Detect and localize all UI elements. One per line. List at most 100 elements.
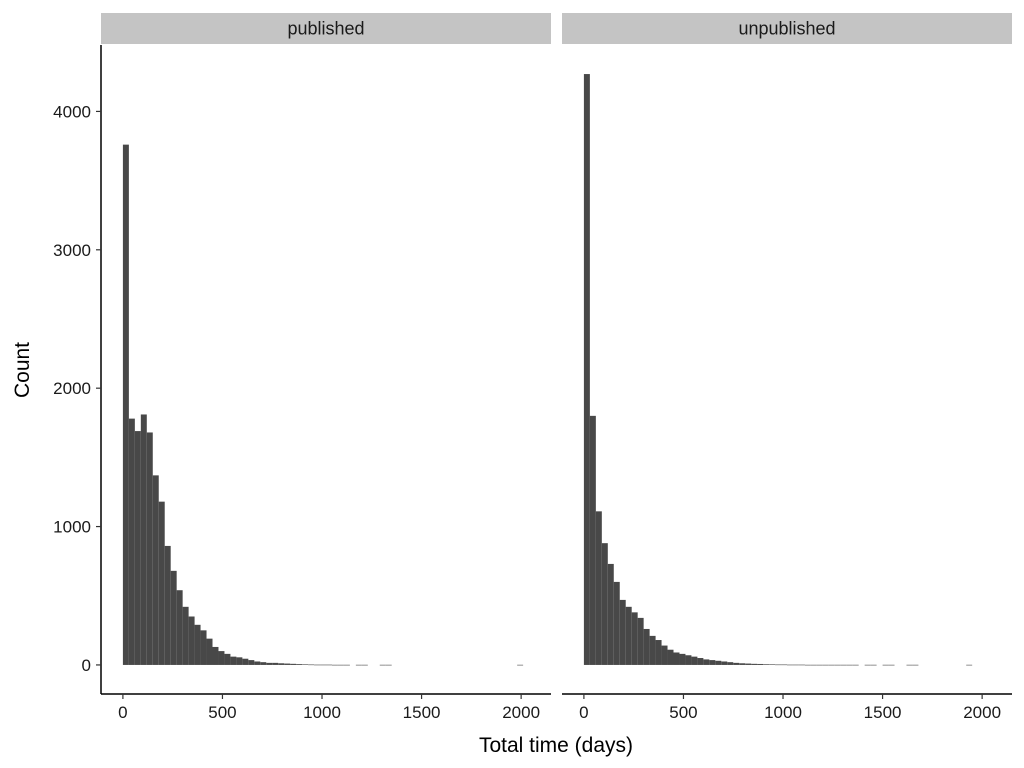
histogram-bar <box>619 599 626 665</box>
histogram-bar <box>290 663 297 665</box>
histogram-bar <box>355 664 362 666</box>
histogram-bar <box>236 657 243 665</box>
histogram-bar <box>284 663 291 665</box>
histogram-bar <box>128 418 135 665</box>
histogram-bar <box>331 664 338 666</box>
histogram-bar <box>828 664 835 666</box>
histogram-bar <box>649 635 656 665</box>
x-tick-label: 500 <box>208 703 236 722</box>
histogram-bar <box>882 664 889 666</box>
histogram-bar <box>296 664 303 665</box>
histogram-bar <box>308 664 315 666</box>
histogram-bar <box>691 656 698 665</box>
x-tick-label: 0 <box>118 703 127 722</box>
histogram-bar <box>810 664 817 666</box>
histogram-bar <box>158 501 165 665</box>
strip-background <box>101 13 551 44</box>
histogram-bar <box>385 664 392 666</box>
x-tick-label: 1000 <box>303 703 341 722</box>
histogram-bar <box>697 658 704 665</box>
axes: 0 1000 2000 3000 4000 <box>53 45 102 694</box>
x-tick-label: 1500 <box>403 703 441 722</box>
histogram-bar <box>206 638 213 665</box>
histogram-bar <box>912 664 919 666</box>
histogram-bar <box>822 664 829 666</box>
histogram-bar <box>601 543 608 665</box>
histogram-bar <box>266 662 273 665</box>
histogram-bar <box>194 624 201 665</box>
histogram-bar <box>583 74 590 665</box>
histogram-bar <box>134 431 141 665</box>
histogram-bar <box>188 616 195 665</box>
histogram-bar <box>709 660 716 665</box>
panels: published 0 500 1000 1500 2000 unpublished 0 500… <box>101 13 1012 722</box>
histogram-bar <box>745 663 752 665</box>
x-tick-label: 2000 <box>963 703 1001 722</box>
histogram-bar <box>673 652 680 665</box>
histogram-bar <box>631 612 638 665</box>
histogram-bar <box>260 662 267 665</box>
histogram-bar <box>966 664 973 666</box>
histogram-bar <box>637 617 644 665</box>
histogram-bar <box>661 645 668 665</box>
histogram-bar <box>140 414 147 665</box>
histogram-bar <box>840 664 847 666</box>
panel-unpublished: unpublished 0 500 1000 1500 2000 <box>562 13 1012 722</box>
x-tick-label: 2000 <box>502 703 540 722</box>
histogram-bar <box>589 415 596 665</box>
x-tick-label: 1000 <box>764 703 802 722</box>
histogram-bar <box>685 655 692 665</box>
histogram-bar <box>792 664 799 666</box>
histogram-bar <box>864 664 871 666</box>
histogram-bar <box>804 664 811 666</box>
x-tick-label: 1500 <box>864 703 902 722</box>
histogram-bar <box>200 630 207 665</box>
histogram-bar <box>715 660 722 665</box>
histogram-bar <box>870 664 877 666</box>
histogram-bar <box>625 606 632 665</box>
histogram-bar <box>643 628 650 665</box>
histogram-bar <box>798 664 805 666</box>
histogram-bar <box>679 653 686 665</box>
histogram-bar <box>254 661 261 665</box>
histogram-bar <box>852 664 859 666</box>
x-axis-title: Total time (days) <box>479 734 633 757</box>
histogram-bar <box>164 545 171 665</box>
histogram-bar <box>846 664 853 666</box>
y-tick-label: 3000 <box>53 241 91 260</box>
histogram-bar <box>816 664 823 666</box>
histogram-bar <box>218 651 225 665</box>
histogram-bar <box>224 653 231 665</box>
panel-published: published 0 500 1000 1500 2000 <box>101 13 551 722</box>
histogram-bar <box>170 570 177 665</box>
y-axis-title: Count <box>11 342 34 398</box>
histogram-bar <box>751 663 758 665</box>
histogram-bar <box>781 664 787 666</box>
histogram-bar <box>888 664 895 666</box>
histogram-bar <box>182 606 189 665</box>
histogram-bar <box>361 664 368 666</box>
histogram-bar <box>721 661 728 665</box>
histogram-bar <box>763 664 770 665</box>
histogram-bar <box>248 660 255 665</box>
histogram-bar <box>320 664 326 666</box>
histogram-bar <box>613 581 620 665</box>
histogram-bar <box>739 663 746 665</box>
histogram-bar <box>337 664 344 666</box>
histogram-bar <box>787 664 793 666</box>
histogram-bar <box>906 664 913 666</box>
histogram-bar <box>314 664 321 666</box>
histogram-bar <box>727 662 734 665</box>
histogram-bar <box>176 590 183 665</box>
histogram-bar <box>595 511 602 665</box>
histogram-bar <box>122 144 129 665</box>
histogram-bar <box>517 664 524 666</box>
histogram-bar <box>379 664 386 666</box>
x-tick-label: 0 <box>579 703 588 722</box>
histogram-bar <box>655 640 662 665</box>
histogram-bar <box>146 432 153 665</box>
histogram-bar <box>834 664 841 666</box>
histogram-bar <box>242 658 249 665</box>
histogram-bar <box>326 664 332 666</box>
